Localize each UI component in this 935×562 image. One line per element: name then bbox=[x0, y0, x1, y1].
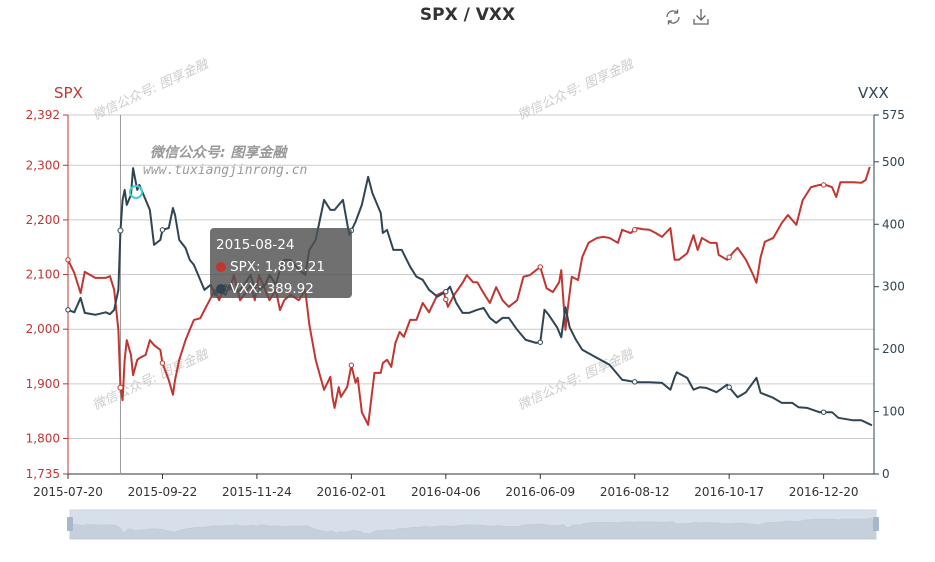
restore-button[interactable] bbox=[664, 8, 682, 26]
data-point-spx bbox=[820, 182, 827, 188]
data-point-spx bbox=[159, 360, 166, 366]
series-line-spx bbox=[67, 166, 871, 426]
y-right-tick-label: 200 bbox=[882, 342, 905, 356]
y-left-tick-label: 1,800 bbox=[26, 431, 60, 445]
data-point-vxx bbox=[443, 288, 449, 295]
data-point-spx bbox=[65, 257, 71, 263]
y-right-tick-label: 0 bbox=[882, 467, 890, 481]
y-right-tick-label: 400 bbox=[882, 217, 905, 231]
y-right-tick-label: 500 bbox=[882, 155, 905, 169]
data-point-spx bbox=[443, 296, 449, 303]
x-tick-label: 2016-02-01 bbox=[316, 485, 386, 499]
series-line-vxx bbox=[67, 167, 873, 427]
data-point-spx bbox=[726, 254, 732, 260]
data-point-spx bbox=[632, 227, 638, 233]
x-tick-label: 2016-10-17 bbox=[694, 485, 764, 499]
y-right-tick-label: 575 bbox=[882, 108, 905, 122]
y-right-tick-label: 300 bbox=[882, 280, 905, 294]
watermark-text: 微信公众号: 图享金融 bbox=[515, 345, 637, 413]
refresh-icon bbox=[666, 9, 680, 25]
x-tick-label: 2016-06-09 bbox=[505, 485, 575, 499]
hover-highlight-ring bbox=[129, 185, 143, 199]
hover-point-spx bbox=[117, 384, 124, 391]
tooltip-date: 2015-08-24 bbox=[216, 237, 295, 253]
data-point-vxx bbox=[820, 409, 827, 415]
watermark-text: 微信公众号: 图享金融 bbox=[90, 345, 212, 413]
y-left-tick-label: 1,735 bbox=[26, 467, 60, 481]
tooltip: 2015-08-24 SPX: 1,893.21 VXX: 389.92 bbox=[210, 228, 352, 298]
x-tick-label: 2015-11-24 bbox=[222, 485, 292, 499]
vxx-legend-dot bbox=[216, 284, 226, 294]
watermark-text: 微信公众号: 图享金融 bbox=[90, 55, 212, 123]
data-point-vxx bbox=[632, 379, 638, 385]
y-left-axis-name: SPX bbox=[54, 84, 83, 102]
y-right-axis-name: VXX bbox=[858, 84, 889, 102]
data-point-vxx bbox=[159, 227, 166, 233]
datazoom-handle-right[interactable] bbox=[873, 517, 879, 531]
data-point-spx bbox=[537, 264, 543, 270]
watermark-title: 微信公众号: 图享金融 bbox=[150, 144, 288, 161]
data-point-vxx bbox=[65, 307, 71, 313]
x-tick-label: 2015-09-22 bbox=[128, 485, 198, 499]
y-left-tick-label: 2,200 bbox=[26, 213, 60, 227]
x-tick-label: 2015-07-20 bbox=[33, 485, 103, 499]
chart-title: SPX / VXX bbox=[419, 5, 516, 25]
datazoom-handle-left[interactable] bbox=[67, 517, 73, 531]
download-icon bbox=[693, 9, 709, 25]
x-tick-label: 2016-08-12 bbox=[600, 485, 670, 499]
y-right-tick-label: 100 bbox=[882, 405, 905, 419]
data-point-vxx bbox=[726, 384, 732, 390]
tooltip-vxx: VXX: 389.92 bbox=[230, 281, 314, 297]
watermark-text: 微信公众号: 图享金融 bbox=[515, 55, 637, 123]
y-left-tick-label: 1,900 bbox=[26, 377, 60, 391]
data-point-vxx bbox=[537, 339, 543, 345]
datazoom-preview bbox=[69, 517, 877, 540]
y-left-tick-label: 2,392 bbox=[26, 108, 60, 122]
data-point-spx bbox=[348, 362, 355, 368]
watermark-url: www.tuxiangjinrong.cn bbox=[143, 163, 307, 178]
x-tick-label: 2016-12-20 bbox=[789, 485, 859, 499]
save-image-button[interactable] bbox=[692, 8, 710, 26]
tooltip-spx: SPX: 1,893.21 bbox=[230, 259, 325, 275]
y-left-tick-label: 2,300 bbox=[26, 158, 60, 172]
y-left-tick-label: 2,000 bbox=[26, 322, 60, 336]
hover-point-vxx bbox=[117, 227, 124, 234]
y-left-tick-label: 2,100 bbox=[26, 268, 60, 282]
x-tick-label: 2016-04-06 bbox=[411, 485, 481, 499]
spx-legend-dot bbox=[216, 262, 226, 272]
